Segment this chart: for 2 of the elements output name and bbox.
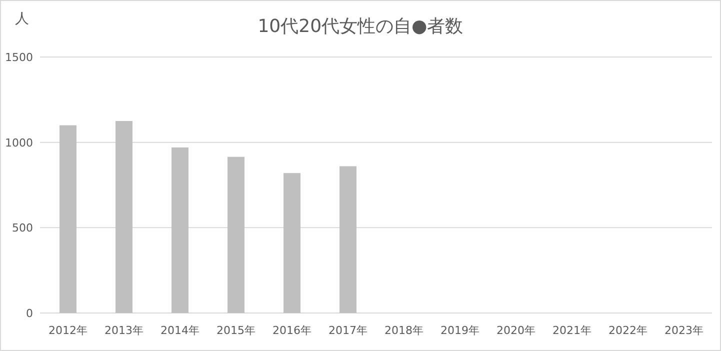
title: 10代20代女性の自●者数 <box>258 16 464 37</box>
ylabel: 人 <box>15 11 29 27</box>
